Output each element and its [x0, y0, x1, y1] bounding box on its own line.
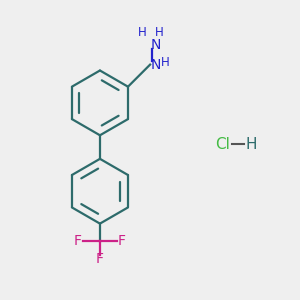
Text: N: N	[150, 38, 161, 52]
Text: H: H	[246, 136, 257, 152]
Text: H: H	[154, 26, 163, 39]
Text: Cl: Cl	[215, 136, 230, 152]
Text: F: F	[74, 234, 82, 248]
Text: N: N	[150, 58, 161, 73]
Text: H: H	[161, 56, 170, 69]
Text: F: F	[118, 234, 126, 248]
Text: H: H	[138, 26, 147, 39]
Text: F: F	[96, 252, 104, 266]
